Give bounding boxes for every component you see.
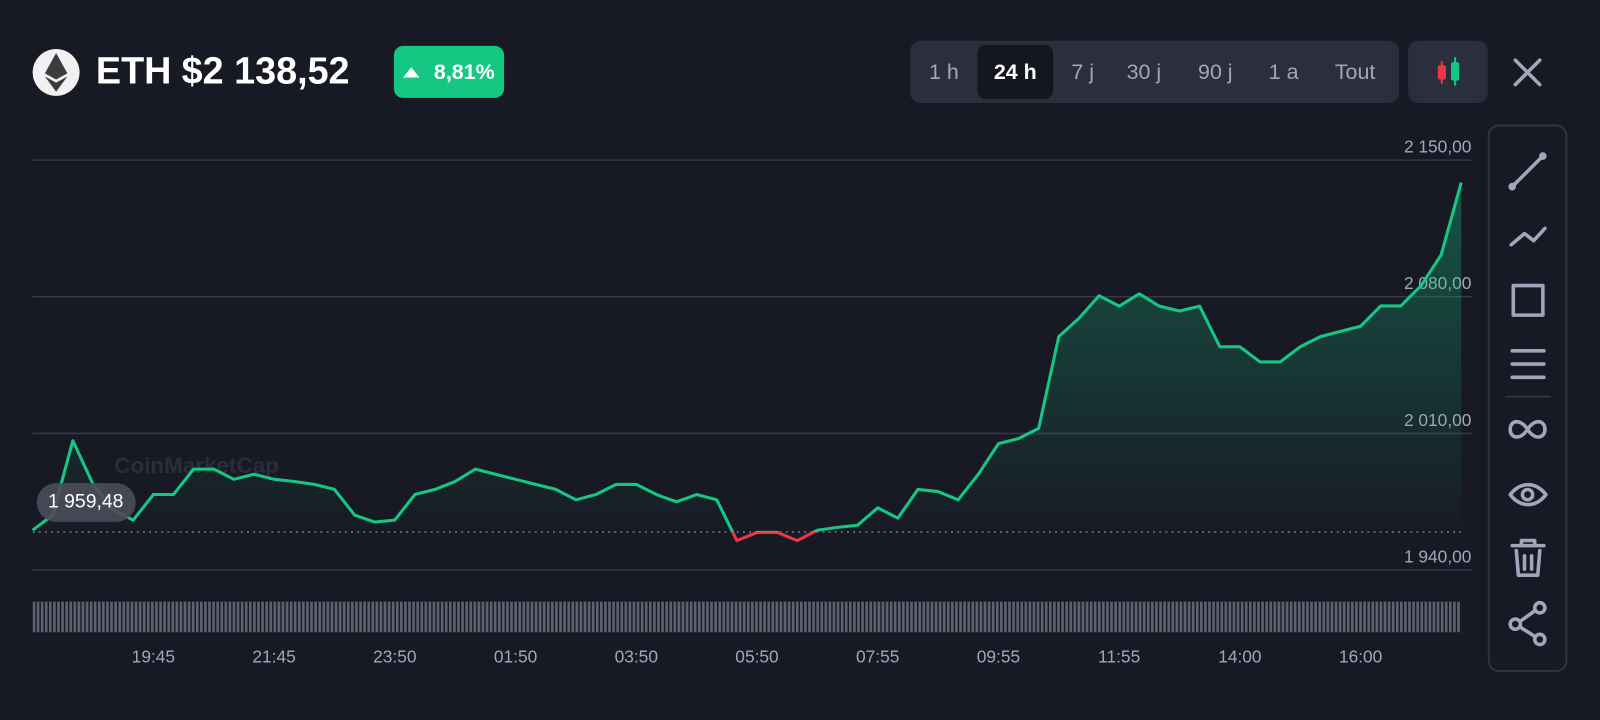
x-tick-label: 09:55 bbox=[977, 646, 1020, 666]
candle-icon bbox=[1437, 57, 1460, 86]
timeframe-button[interactable]: 1 a bbox=[1269, 60, 1299, 84]
timeframe-selected[interactable] bbox=[977, 44, 1054, 99]
tool-polyline[interactable] bbox=[1509, 226, 1547, 247]
x-tick-label: 14:00 bbox=[1218, 646, 1261, 666]
timeframe-button[interactable]: Tout bbox=[1335, 60, 1376, 84]
toolbar bbox=[1487, 124, 1568, 673]
timeframe-button[interactable]: 30 j bbox=[1127, 60, 1162, 84]
tool-lines[interactable] bbox=[1510, 349, 1546, 380]
price: $2 138,52 bbox=[182, 49, 350, 91]
x-tick-label: 16:00 bbox=[1339, 646, 1382, 666]
logo bbox=[32, 48, 80, 96]
close-button[interactable] bbox=[1513, 58, 1542, 87]
baseline-label: 1 959,48 bbox=[48, 491, 123, 513]
tool-rectangle[interactable] bbox=[1511, 283, 1545, 317]
x-tick-label: 07:55 bbox=[856, 646, 899, 666]
x-tick-label: 03:50 bbox=[615, 646, 658, 666]
volume-strip bbox=[32, 601, 1462, 633]
x-tick-label: 05:50 bbox=[735, 646, 778, 666]
baseline-pill bbox=[36, 483, 136, 522]
chart-type-button[interactable] bbox=[1408, 40, 1488, 104]
price-line bbox=[31, 182, 1463, 543]
timeframe-button[interactable]: 7 j bbox=[1071, 60, 1094, 84]
area bbox=[32, 182, 1462, 541]
x-tick-label: 23:50 bbox=[373, 646, 416, 666]
x-tick-label: 01:50 bbox=[494, 646, 537, 666]
tool-visibility[interactable] bbox=[1508, 482, 1548, 507]
tool-delete[interactable] bbox=[1510, 538, 1546, 577]
x-tick-label: 21:45 bbox=[252, 646, 295, 666]
tool-infinity[interactable] bbox=[1508, 419, 1547, 439]
tool-share[interactable] bbox=[1508, 600, 1547, 647]
timeframe-button[interactable]: 1 h bbox=[929, 60, 959, 84]
x-tick-label: 19:45 bbox=[132, 646, 175, 666]
x-tick-label: 11:55 bbox=[1098, 646, 1140, 666]
timeframe-button[interactable]: 24 h bbox=[994, 60, 1037, 84]
y-tick-label: 1 940,00 bbox=[1404, 546, 1471, 566]
change: 8,81% bbox=[434, 60, 495, 84]
symbol: ETH bbox=[96, 49, 172, 91]
change-badge bbox=[393, 45, 505, 98]
up-arrow bbox=[403, 67, 420, 78]
y-tick-label: 2 150,00 bbox=[1404, 136, 1471, 156]
tool-line[interactable] bbox=[1508, 152, 1547, 191]
timeframe-button[interactable]: 90 j bbox=[1198, 60, 1233, 84]
